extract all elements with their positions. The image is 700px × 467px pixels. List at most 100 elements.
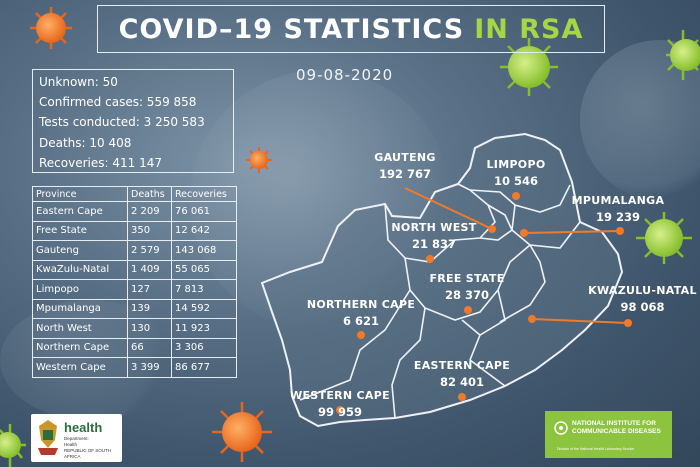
cell-recoveries: 14 592 bbox=[171, 298, 237, 319]
province-label-limpopo: LIMPOPO 10 546 bbox=[478, 157, 554, 189]
marker-north-west bbox=[426, 255, 434, 263]
province-value: 192 767 bbox=[378, 167, 431, 181]
column-header-deaths: Deaths bbox=[127, 186, 172, 202]
province-value: 21 837 bbox=[411, 237, 456, 251]
province-name: EASTERN CAPE bbox=[413, 359, 511, 372]
column-header-province: Province bbox=[32, 186, 128, 202]
title-highlight: IN RSA bbox=[474, 13, 584, 45]
summary-recoveries: Recoveries: 411 147 bbox=[39, 155, 162, 170]
cell-deaths: 130 bbox=[127, 318, 172, 339]
cell-recoveries: 76 061 bbox=[171, 201, 237, 222]
virus-orange-icon bbox=[246, 147, 272, 173]
province-label-free-state: FREE STATE 28 370 bbox=[424, 271, 510, 303]
marker-kwazulu-natal-end bbox=[624, 319, 632, 327]
province-label-western-cape: WESTERN CAPE 99 959 bbox=[290, 388, 390, 420]
summary-deaths: Deaths: 10 408 bbox=[39, 135, 132, 150]
province-name: WESTERN CAPE bbox=[290, 389, 390, 402]
nicd-name: NATIONAL INSTITUTE FOR COMMUNICABLE DISE… bbox=[572, 420, 661, 436]
cell-province: Northern Cape bbox=[32, 337, 128, 358]
cell-province: Mpumalanga bbox=[32, 298, 128, 319]
province-label-northern-cape: NORTHERN CAPE 6 621 bbox=[305, 297, 417, 329]
connector-lines bbox=[404, 187, 629, 324]
table-row: Western Cape 3 399 86 677 bbox=[32, 357, 237, 378]
nicd-logo: NATIONAL INSTITUTE FOR COMMUNICABLE DISE… bbox=[545, 411, 672, 458]
province-value: 98 068 bbox=[620, 300, 665, 314]
health-subtitle: Department: Health REPUBLIC OF SOUTH AFR… bbox=[64, 436, 122, 460]
cell-deaths: 2 579 bbox=[127, 240, 172, 261]
marker-limpopo bbox=[512, 192, 520, 200]
cell-recoveries: 86 677 bbox=[171, 357, 237, 378]
nicd-subtitle: Division of the National Health Laborato… bbox=[557, 447, 635, 451]
marker-northern-cape bbox=[357, 331, 365, 339]
cell-recoveries: 3 306 bbox=[171, 337, 237, 358]
cell-province: North West bbox=[32, 318, 128, 339]
province-value: 28 370 bbox=[444, 288, 489, 302]
table-row: Mpumalanga 139 14 592 bbox=[32, 298, 237, 319]
cell-province: Western Cape bbox=[32, 357, 128, 378]
table-row: Gauteng 2 579 143 068 bbox=[32, 240, 237, 261]
virus-orange-icon bbox=[212, 402, 272, 462]
table-row: Northern Cape 66 3 306 bbox=[32, 337, 237, 358]
marker-eastern-cape bbox=[458, 393, 466, 401]
province-name: NORTH WEST bbox=[391, 221, 477, 234]
summary-unknown: Unknown: 50 bbox=[39, 75, 118, 89]
title-text: COVID–19 STATISTICS bbox=[118, 13, 465, 45]
department-of-health-logo: health Department: Health REPUBLIC OF SO… bbox=[31, 414, 122, 462]
table-row: Free State 350 12 642 bbox=[32, 220, 237, 241]
cell-province: Gauteng bbox=[32, 240, 128, 261]
province-label-mpumalanga: MPUMALANGA 19 239 bbox=[568, 193, 668, 225]
table-row: KwaZulu-Natal 1 409 55 065 bbox=[32, 259, 237, 280]
cell-deaths: 139 bbox=[127, 298, 172, 319]
province-name: LIMPOPO bbox=[486, 158, 546, 171]
province-name: FREE STATE bbox=[429, 272, 505, 285]
province-value: 10 546 bbox=[493, 174, 538, 188]
province-value: 19 239 bbox=[595, 210, 640, 224]
cell-deaths: 3 399 bbox=[127, 357, 172, 378]
cell-province: Limpopo bbox=[32, 279, 128, 300]
province-borders bbox=[299, 183, 581, 419]
report-date: 09-08-2020 bbox=[296, 66, 394, 84]
marker-western-cape bbox=[336, 406, 344, 414]
cell-province: Free State bbox=[32, 220, 128, 241]
nicd-emblem-icon bbox=[554, 421, 568, 435]
cell-recoveries: 55 065 bbox=[171, 259, 237, 280]
health-wordmark: health bbox=[64, 420, 103, 435]
province-label-eastern-cape: EASTERN CAPE 82 401 bbox=[412, 358, 512, 390]
province-value: 6 621 bbox=[342, 314, 379, 328]
province-value: 99 959 bbox=[317, 405, 362, 419]
table-row: North West 130 11 923 bbox=[32, 318, 237, 339]
province-label-north-west: NORTH WEST 21 837 bbox=[387, 220, 481, 252]
table-header: Province Deaths Recoveries bbox=[32, 186, 237, 202]
cell-deaths: 350 bbox=[127, 220, 172, 241]
virus-green-icon bbox=[636, 212, 692, 264]
cell-recoveries: 7 813 bbox=[171, 279, 237, 300]
health-subtitle-line: Department: bbox=[64, 436, 89, 441]
province-label-kwazulu-natal: KWAZULU-NATAL 98 068 bbox=[585, 283, 700, 315]
title-banner: COVID–19 STATISTICS IN RSA bbox=[97, 5, 605, 53]
province-value: 82 401 bbox=[439, 375, 484, 389]
summary-confirmed: Confirmed cases: 559 858 bbox=[39, 95, 197, 110]
cell-recoveries: 12 642 bbox=[171, 220, 237, 241]
cell-deaths: 2 209 bbox=[127, 201, 172, 222]
marker-kwazulu-natal-start bbox=[528, 315, 536, 323]
cell-province: KwaZulu-Natal bbox=[32, 259, 128, 280]
summary-tests: Tests conducted: 3 250 583 bbox=[39, 115, 205, 130]
marker-free-state bbox=[464, 306, 472, 314]
virus-green-icon bbox=[0, 424, 26, 467]
virus-orange-icon bbox=[30, 7, 72, 49]
virus-green-icon bbox=[666, 30, 700, 80]
virus-green-icon bbox=[500, 38, 558, 96]
coat-of-arms-icon bbox=[38, 420, 58, 455]
cell-province: Eastern Cape bbox=[32, 201, 128, 222]
column-header-recoveries: Recoveries bbox=[171, 186, 237, 202]
province-name: NORTHERN CAPE bbox=[306, 298, 416, 311]
cell-recoveries: 143 068 bbox=[171, 240, 237, 261]
province-label-gauteng: GAUTENG 192 767 bbox=[365, 150, 445, 182]
province-name: KWAZULU-NATAL bbox=[588, 284, 697, 297]
marker-mpumalanga-end bbox=[616, 227, 624, 235]
nicd-name-line: COMMUNICABLE DISEASES bbox=[572, 428, 661, 435]
summary-box: Unknown: 50 Confirmed cases: 559 858 Tes… bbox=[32, 69, 234, 173]
health-subtitle-line: Health bbox=[64, 442, 78, 447]
cell-deaths: 1 409 bbox=[127, 259, 172, 280]
